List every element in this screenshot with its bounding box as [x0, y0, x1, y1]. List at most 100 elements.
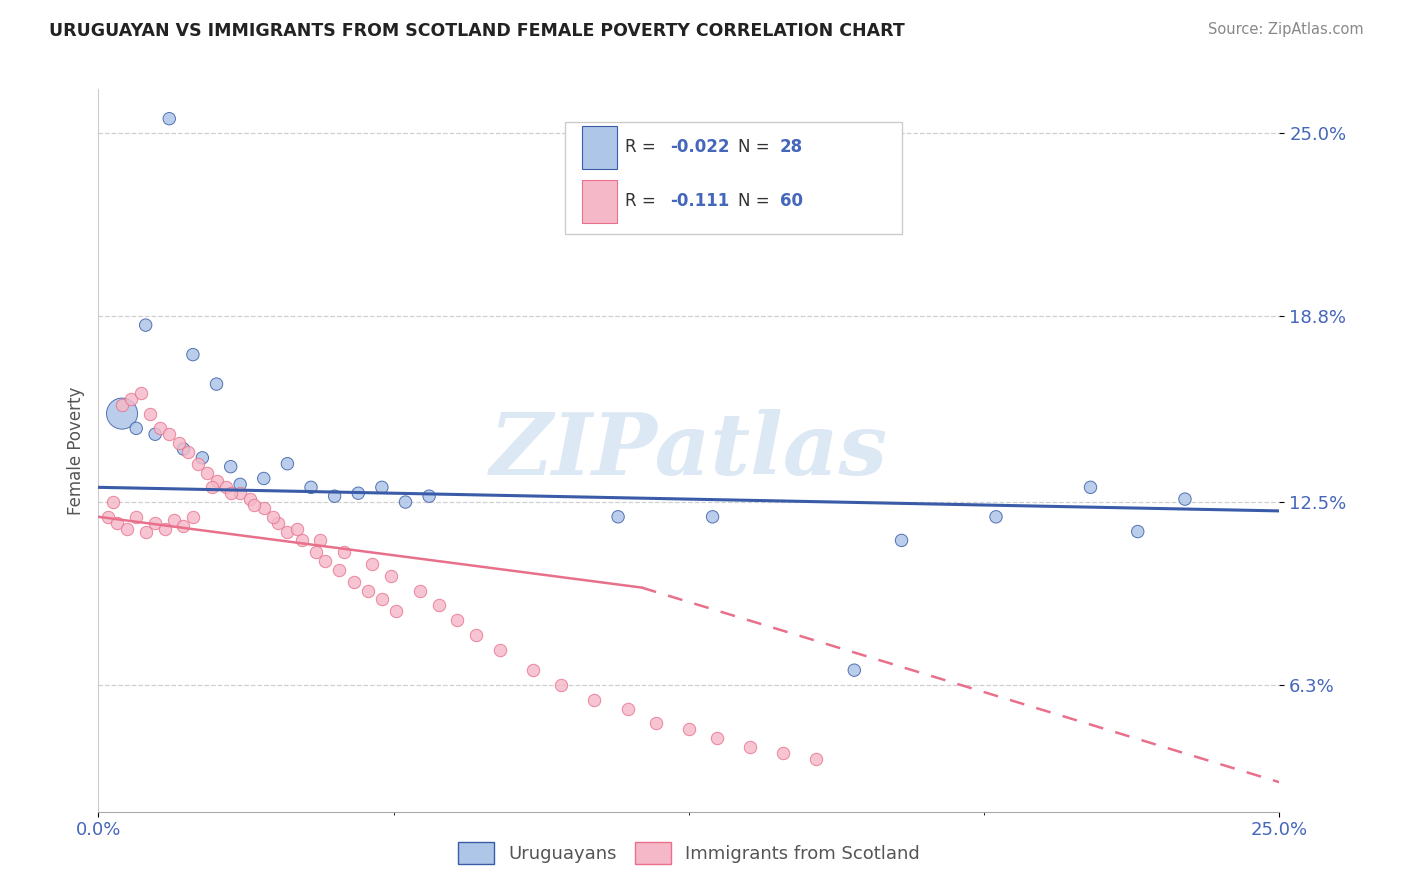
Point	[740, 739, 762, 754]
Point	[328, 563, 350, 577]
Point	[129, 386, 152, 401]
Point	[702, 509, 724, 524]
FancyBboxPatch shape	[582, 180, 617, 222]
Point	[616, 701, 638, 715]
Point	[644, 716, 666, 731]
Point	[149, 421, 172, 435]
Point	[205, 377, 228, 392]
Point	[314, 554, 336, 568]
Point	[97, 509, 120, 524]
Point	[115, 522, 138, 536]
Point	[195, 466, 218, 480]
Point	[385, 604, 408, 618]
Text: ZIPatlas: ZIPatlas	[489, 409, 889, 492]
Point	[380, 569, 402, 583]
Text: URUGUAYAN VS IMMIGRANTS FROM SCOTLAND FEMALE POVERTY CORRELATION CHART: URUGUAYAN VS IMMIGRANTS FROM SCOTLAND FE…	[49, 22, 905, 40]
Point	[229, 477, 252, 491]
Text: N =: N =	[738, 193, 775, 211]
Point	[181, 509, 204, 524]
Point	[191, 450, 214, 465]
Point	[1174, 492, 1197, 507]
Text: R =: R =	[626, 138, 661, 156]
Point	[205, 475, 228, 489]
Point	[285, 522, 308, 536]
Point	[262, 509, 284, 524]
Point	[1080, 480, 1102, 494]
Point	[806, 751, 828, 765]
Y-axis label: Female Poverty: Female Poverty	[66, 386, 84, 515]
Point	[522, 663, 544, 677]
Text: 28: 28	[780, 138, 803, 156]
Point	[215, 480, 238, 494]
Point	[105, 516, 128, 530]
Point	[177, 445, 200, 459]
Point	[309, 533, 332, 548]
Point	[844, 663, 866, 677]
Point	[267, 516, 290, 530]
Point	[890, 533, 912, 548]
Point	[1126, 524, 1149, 539]
Point	[607, 509, 630, 524]
Point	[157, 427, 180, 442]
Point	[678, 722, 700, 736]
Point	[111, 398, 134, 412]
Point	[290, 533, 312, 548]
Point	[550, 678, 572, 692]
Point	[157, 112, 180, 126]
Point	[229, 486, 252, 500]
Point	[305, 545, 328, 559]
Point	[772, 746, 794, 760]
Text: -0.111: -0.111	[671, 193, 730, 211]
Point	[111, 407, 134, 421]
Point	[153, 522, 176, 536]
Text: -0.022: -0.022	[671, 138, 730, 156]
Point	[101, 495, 124, 509]
Point	[394, 495, 416, 509]
Point	[371, 480, 394, 494]
Legend: Uruguayans, Immigrants from Scotland: Uruguayans, Immigrants from Scotland	[450, 835, 928, 871]
Point	[125, 421, 148, 435]
Point	[181, 348, 204, 362]
Point	[139, 407, 162, 421]
Point	[418, 489, 440, 503]
Point	[371, 592, 394, 607]
Point	[187, 457, 209, 471]
Point	[357, 583, 380, 598]
FancyBboxPatch shape	[582, 126, 617, 169]
Point	[253, 500, 276, 515]
Text: R =: R =	[626, 193, 661, 211]
Point	[333, 545, 356, 559]
Point	[219, 459, 242, 474]
Point	[163, 513, 186, 527]
Point	[239, 492, 262, 507]
Point	[706, 731, 728, 745]
Point	[121, 392, 143, 406]
Point	[427, 599, 450, 613]
Point	[583, 692, 606, 706]
Point	[299, 480, 322, 494]
Point	[143, 516, 166, 530]
Point	[984, 509, 1007, 524]
Point	[408, 583, 430, 598]
Point	[465, 628, 488, 642]
Point	[135, 524, 157, 539]
Point	[342, 574, 364, 589]
Point	[446, 613, 468, 627]
Point	[361, 557, 384, 571]
Point	[489, 642, 512, 657]
FancyBboxPatch shape	[565, 121, 901, 234]
Point	[276, 524, 298, 539]
Point	[125, 509, 148, 524]
Point	[243, 498, 266, 512]
Point	[167, 436, 190, 450]
Text: Source: ZipAtlas.com: Source: ZipAtlas.com	[1208, 22, 1364, 37]
Point	[172, 518, 194, 533]
Point	[201, 480, 224, 494]
Point	[143, 427, 166, 442]
Point	[347, 486, 370, 500]
Point	[276, 457, 298, 471]
Point	[323, 489, 346, 503]
Point	[172, 442, 194, 456]
Text: N =: N =	[738, 138, 775, 156]
Point	[135, 318, 157, 332]
